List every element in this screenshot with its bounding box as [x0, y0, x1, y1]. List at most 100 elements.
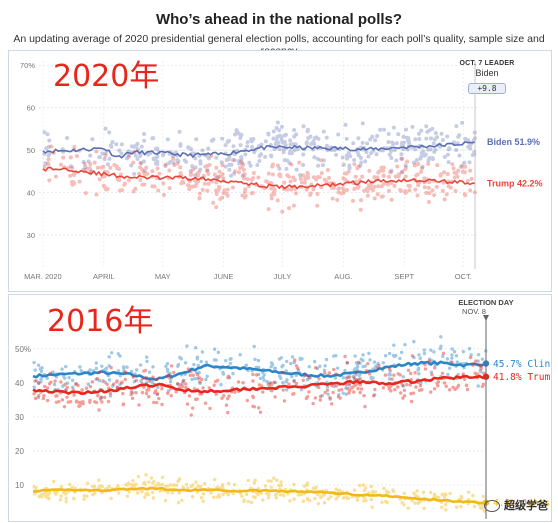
poll-dot [429, 370, 434, 374]
poll-dot [369, 375, 373, 379]
poll-dot [407, 184, 412, 189]
poll-dot [466, 144, 471, 149]
poll-dot [103, 153, 108, 158]
poll-dot [365, 141, 370, 146]
poll-dot [116, 369, 121, 373]
poll-dot [462, 377, 467, 381]
poll-dot [454, 147, 459, 152]
poll-dot [212, 477, 217, 482]
poll-dot [234, 128, 239, 133]
poll-dot [361, 483, 366, 487]
poll-dot [107, 364, 111, 368]
poll-dot [299, 492, 303, 497]
poll-dot [303, 177, 308, 182]
poll-dot [63, 382, 67, 387]
poll-dot [197, 191, 202, 196]
poll-dot [422, 153, 427, 158]
poll-dot [86, 166, 91, 171]
poll-dot [402, 491, 407, 495]
poll-dot [266, 491, 270, 496]
poll-dot [427, 128, 432, 133]
poll-dot [279, 480, 283, 484]
poll-dot [214, 180, 219, 185]
poll-dot [468, 355, 473, 360]
poll-dot [263, 484, 268, 488]
poll-dot [442, 154, 447, 159]
poll-dot [95, 376, 100, 381]
poll-dot [365, 193, 370, 198]
poll-dot [64, 492, 68, 496]
chart-2020-panel: 70% 60 50 40 30 MAR. 2020 APRIL MAY JUNE JULY AUG.… [8, 50, 552, 292]
poll-dot [94, 149, 99, 154]
poll-dots-johnson [32, 473, 487, 513]
poll-dot [419, 128, 424, 133]
poll-dot [344, 495, 349, 499]
poll-dot [219, 160, 224, 165]
poll-dot [375, 192, 380, 197]
poll-dot [164, 364, 168, 368]
poll-dot [144, 165, 149, 170]
poll-dot [163, 498, 168, 503]
poll-dot [39, 492, 44, 497]
poll-dot [116, 483, 120, 488]
poll-dot [334, 487, 339, 491]
poll-dot [287, 151, 292, 156]
poll-dot [448, 185, 453, 190]
poll-dot [252, 344, 256, 349]
poll-dot [241, 162, 246, 167]
poll-dot [337, 186, 342, 191]
x-tick-label: JUNE [214, 272, 234, 281]
poll-dot [292, 360, 296, 365]
poll-dot [417, 353, 421, 357]
poll-dot [163, 164, 168, 169]
poll-dot [424, 190, 429, 195]
poll-dot [145, 491, 150, 495]
poll-dot [269, 381, 274, 385]
poll-dot [340, 186, 345, 191]
poll-dot [346, 150, 351, 155]
poll-dot [429, 348, 433, 352]
poll-dot [242, 173, 247, 178]
poll-dot [443, 492, 448, 496]
poll-dot [289, 151, 294, 156]
poll-dot [136, 474, 141, 479]
poll-dot [47, 382, 52, 386]
poll-dot [305, 483, 309, 487]
poll-dot [176, 159, 181, 164]
poll-dot [347, 375, 352, 379]
poll-dot [296, 366, 300, 370]
poll-dot [357, 483, 362, 488]
poll-dot [46, 157, 51, 162]
poll-dot [228, 361, 233, 366]
poll-dot [354, 372, 358, 377]
poll-dot [444, 384, 448, 388]
poll-dot [122, 366, 126, 371]
poll-dot [298, 173, 303, 178]
poll-dot [305, 496, 310, 501]
poll-dot [266, 171, 271, 176]
poll-dot [316, 385, 321, 390]
poll-dot [427, 191, 432, 196]
poll-dot [453, 189, 458, 194]
poll-dot [405, 382, 409, 387]
poll-dot [452, 349, 457, 354]
poll-dot [292, 392, 296, 396]
poll-dot [144, 391, 149, 396]
poll-dot [127, 481, 131, 485]
poll-dot [306, 175, 311, 180]
poll-dot [58, 498, 63, 502]
poll-dot [151, 496, 156, 500]
poll-dot [368, 358, 372, 362]
poll-dot [160, 402, 164, 407]
poll-dot [373, 490, 378, 494]
poll-dot [77, 400, 81, 405]
poll-dot [274, 496, 278, 500]
poll-dot [341, 375, 346, 380]
poll-dot [396, 174, 401, 179]
poll-dot [381, 165, 386, 170]
poll-dot [277, 133, 282, 138]
poll-dot [251, 495, 256, 499]
poll-dot [147, 395, 151, 399]
poll-dot [266, 132, 271, 137]
poll-dot [341, 190, 346, 195]
